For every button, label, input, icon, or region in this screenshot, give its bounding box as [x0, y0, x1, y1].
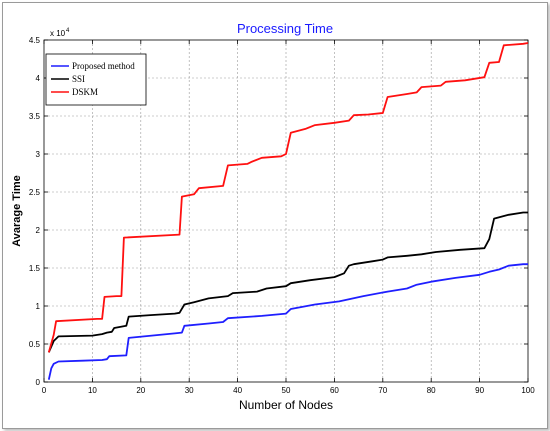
y-tick-label: 4	[36, 74, 41, 83]
y-axis-label: Avarage Time	[11, 175, 23, 247]
x-tick-label: 100	[521, 386, 535, 395]
series-line-dskm	[47, 42, 529, 353]
x-tick-label: 80	[427, 386, 436, 395]
legend-label-dskm: DSKM	[72, 87, 98, 97]
x-tick-label: 90	[475, 386, 484, 395]
axis-ticks: 0 10 20 30 40 50 60 70 80 90 100 0 0.5 1 1.5 2 2.5 3 3.5 4 4…	[29, 36, 535, 395]
x-tick-label: 0	[42, 386, 47, 395]
y-tick-label: 1	[36, 302, 41, 311]
legend: Proposed method SSI DSKM	[45, 53, 147, 106]
y-tick-label: 0	[36, 378, 41, 387]
x-tick-label: 30	[185, 386, 194, 395]
series-line-proposed-method	[47, 263, 528, 380]
series-line-ssi	[47, 211, 528, 353]
exponent-power: 4	[66, 28, 70, 34]
chart-title: Processing Time	[237, 21, 333, 36]
y-tick-label: 0.5	[29, 340, 41, 349]
x-tick-label: 60	[330, 386, 339, 395]
y-tick-label: 1.5	[29, 264, 41, 273]
exponent-base: x 10	[50, 29, 66, 38]
y-tick-label: 3.5	[29, 112, 41, 121]
y-tick-label: 2.5	[29, 188, 41, 197]
x-tick-label: 50	[282, 386, 291, 395]
legend-label-proposed: Proposed method	[72, 61, 135, 71]
y-exponent-label: x 10 4	[50, 28, 70, 38]
x-tick-label: 70	[378, 386, 387, 395]
series-lines	[47, 42, 529, 380]
x-tick-label: 20	[136, 386, 145, 395]
x-axis-label: Number of Nodes	[239, 398, 333, 412]
y-tick-label: 3	[36, 150, 41, 159]
y-tick-label: 2	[36, 226, 41, 235]
x-tick-label: 40	[233, 386, 242, 395]
chart: Processing Time 0 10 20 30 40 50 60 70 80 90 10000…	[11, 21, 535, 412]
legend-label-ssi: SSI	[72, 74, 85, 84]
x-tick-label: 10	[88, 386, 97, 395]
y-tick-label: 4.5	[29, 36, 41, 45]
